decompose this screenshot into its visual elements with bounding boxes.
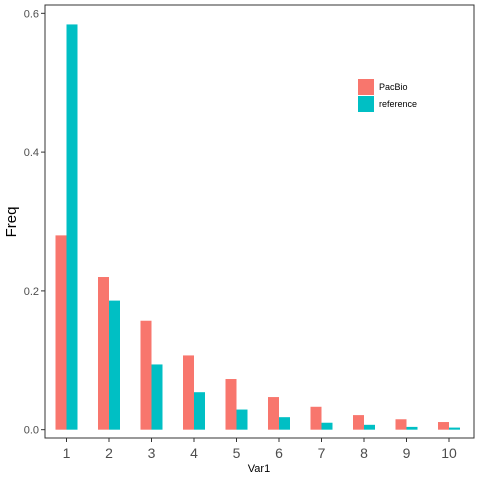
x-tick-label: 4 [190,445,198,461]
bar-reference-3 [151,364,163,430]
y-axis-title: Freq [3,207,20,238]
x-tick-label: 9 [403,445,411,461]
bar-pacbio-1 [55,235,67,430]
legend-key-pacbio [358,79,374,95]
x-tick-label: 7 [318,445,326,461]
x-tick-label: 2 [105,445,113,461]
x-tick-label: 10 [441,445,457,461]
bar-pacbio-2 [98,277,109,430]
bar-reference-6 [279,417,290,430]
bar-pacbio-5 [225,379,237,430]
x-tick-label: 1 [63,445,71,461]
legend-key-reference [358,96,374,112]
y-tick-label: 0.2 [24,286,39,298]
x-tick-label: 8 [360,445,368,461]
bar-pacbio-10 [438,422,449,430]
legend-label-reference: reference [379,99,417,109]
bar-pacbio-4 [183,355,194,430]
y-tick-label: 0.6 [24,8,39,20]
bar-pacbio-3 [140,320,152,430]
y-axis: 0.0 0.2 0.4 0.6 [24,8,45,437]
bar-reference-5 [236,409,248,430]
x-axis: 1 2 3 4 5 6 7 8 9 10 [63,438,457,461]
bar-reference-4 [194,392,205,430]
bar-pacbio-9 [395,419,407,430]
bar-pacbio-8 [353,415,364,430]
legend-label-pacbio: PacBio [379,82,408,92]
bar-reference-2 [109,300,120,430]
bar-reference-1 [66,24,78,430]
bar-reference-8 [364,424,375,430]
bar-reference-9 [406,426,418,430]
y-tick-label: 0.0 [24,425,39,437]
bar-reference-7 [321,422,333,430]
bar-pacbio-7 [310,406,322,430]
x-axis-title: Var1 [248,463,270,475]
y-tick-label: 0.4 [24,147,39,159]
x-tick-label: 5 [233,445,241,461]
bars-layer [55,24,460,430]
bar-pacbio-6 [268,397,279,430]
legend: PacBio reference [358,79,417,112]
bar-reference-10 [449,427,460,430]
x-tick-label: 3 [148,445,156,461]
x-tick-label: 6 [275,445,283,461]
